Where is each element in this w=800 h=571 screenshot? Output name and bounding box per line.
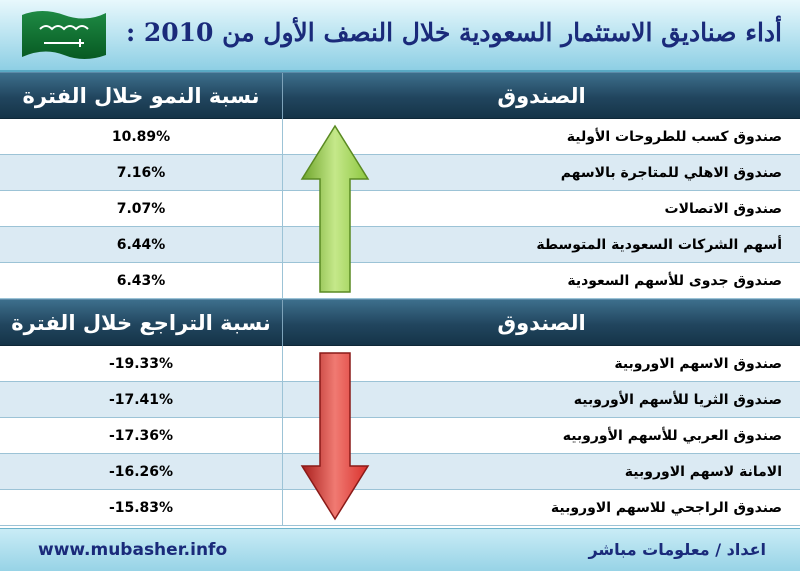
- fund-percentage: 6.43%: [0, 263, 283, 299]
- table-row: -15.83% صندوق الراجحي للاسهم الاوروبية: [0, 490, 800, 526]
- footer-url[interactable]: www.mubasher.info: [38, 540, 228, 560]
- column-header-fund: الصندوق: [497, 311, 586, 335]
- saudi-flag-icon: [22, 11, 106, 59]
- fund-percentage: -16.26%: [0, 454, 283, 490]
- arrow-down-icon: [300, 352, 370, 521]
- fund-percentage: -17.36%: [0, 418, 283, 454]
- arrow-up-icon: [300, 124, 370, 293]
- title-banner: أداء صناديق الاستثمار السعودية خلال النص…: [0, 0, 800, 72]
- footer: www.mubasher.info اعداد / معلومات مباشر: [0, 528, 800, 571]
- table-row: 7.16% صندوق الاهلي للمتاجرة بالاسهم: [0, 155, 800, 191]
- section-header: نسبة النمو خلال الفترة الصندوق: [0, 72, 800, 120]
- fund-percentage: -15.83%: [0, 490, 283, 526]
- table-row: -16.26% الامانة لاسهم الاوروبية: [0, 454, 800, 490]
- fund-name: صندوق الاهلي للمتاجرة بالاسهم: [560, 165, 782, 181]
- fund-percentage: 7.16%: [0, 155, 283, 191]
- table-row: -17.36% صندوق العربي للأسهم الأوروبيه: [0, 418, 800, 454]
- fund-name: الامانة لاسهم الاوروبية: [624, 464, 782, 480]
- table-row: 6.43% صندوق جدوى للأسهم السعودية: [0, 263, 800, 299]
- fund-percentage: -17.41%: [0, 382, 283, 418]
- fund-name: صندوق الاتصالات: [664, 201, 782, 217]
- column-header-fund: الصندوق: [497, 84, 586, 108]
- fund-name: صندوق العربي للأسهم الأوروبيه: [562, 428, 782, 444]
- page-title: أداء صناديق الاستثمار السعودية خلال النص…: [125, 18, 782, 47]
- fund-name: صندوق جدوى للأسهم السعودية: [567, 273, 782, 289]
- table-row: 10.89% صندوق كسب للطروحات الأولية: [0, 119, 800, 155]
- footer-credit: اعداد / معلومات مباشر: [588, 540, 766, 559]
- table-row: -17.41% صندوق الثريا للأسهم الأوروبيه: [0, 382, 800, 418]
- fund-name: صندوق الراجحي للاسهم الاوروبية: [550, 500, 782, 516]
- table-row: 6.44% أسهم الشركات السعودية المتوسطة: [0, 227, 800, 263]
- table-row: 7.07% صندوق الاتصالات: [0, 191, 800, 227]
- fund-percentage: 10.89%: [0, 119, 283, 155]
- fund-name: صندوق الثريا للأسهم الأوروبيه: [573, 392, 782, 408]
- column-header-value: نسبة التراجع خلال الفترة: [0, 300, 283, 347]
- fund-name: صندوق الاسهم الاوروبية: [614, 356, 782, 372]
- section-header: نسبة التراجع خلال الفترة الصندوق: [0, 299, 800, 347]
- fund-name: صندوق كسب للطروحات الأولية: [566, 129, 782, 145]
- fund-name: أسهم الشركات السعودية المتوسطة: [536, 237, 782, 253]
- fund-percentage: 6.44%: [0, 227, 283, 263]
- column-header-value: نسبة النمو خلال الفترة: [0, 73, 283, 120]
- fund-percentage: -19.33%: [0, 346, 283, 382]
- table-row: -19.33% صندوق الاسهم الاوروبية: [0, 346, 800, 382]
- fund-percentage: 7.07%: [0, 191, 283, 227]
